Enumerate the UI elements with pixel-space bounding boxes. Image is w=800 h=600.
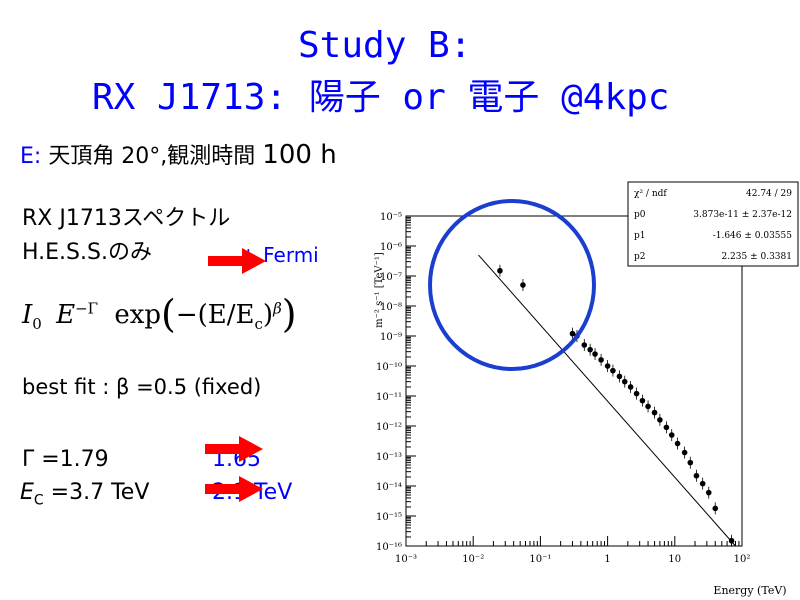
- data-point: [627, 384, 634, 390]
- data-point: [693, 472, 700, 479]
- data-point: [592, 351, 598, 357]
- arrow-icon: [205, 476, 263, 502]
- arrow-icon: [208, 248, 266, 274]
- x-tick-label: 10: [668, 554, 681, 565]
- y-tick-label: 10⁻¹¹: [376, 392, 402, 403]
- y-tick-label: 10⁻¹⁵: [376, 512, 402, 523]
- x-tick-label: 10²: [734, 554, 751, 565]
- y-tick-label: 10⁻¹³: [376, 452, 402, 463]
- data-point: [639, 397, 646, 404]
- y-tick-label: 10⁻⁶: [380, 242, 402, 253]
- data-point: [598, 357, 604, 363]
- y-tick-label: 10⁻⁹: [380, 332, 402, 343]
- stats-key: p1: [634, 231, 646, 241]
- data-point: [610, 367, 616, 374]
- y-tick-label: 10⁻¹⁰: [376, 362, 402, 373]
- data-point: [520, 282, 526, 288]
- data-point: [497, 267, 503, 274]
- data-point: [621, 378, 628, 385]
- stats-box: χ² / ndf 42.74 / 29 p0 3.873e-11 ± 2.37e-12…: [627, 181, 799, 267]
- ec-before: EC =3.7 TeV: [20, 480, 150, 509]
- arrow-icon: [205, 436, 263, 462]
- data-point: [681, 449, 688, 456]
- plot-frame: [405, 215, 743, 547]
- best-fit-label: best fit : β =0.5 (fixed): [22, 375, 262, 399]
- stats-value: 3.873e-11 ± 2.37e-12: [693, 210, 792, 220]
- gamma-before: Γ =1.79: [22, 447, 109, 472]
- data-point: [699, 480, 706, 487]
- stats-value: 2.235 ± 0.3381: [721, 252, 792, 262]
- x-tick-label: 10⁻³: [395, 554, 417, 565]
- hess-only-label: H.E.S.S.のみ: [22, 240, 152, 265]
- y-tick-label: 10⁻⁵: [380, 212, 402, 223]
- condition-label: E:: [20, 144, 42, 169]
- condition-line: E: 天頂角 20°,観測時間 100 h: [20, 142, 337, 170]
- data-point: [668, 432, 675, 438]
- y-tick-label: 10⁻⁷: [380, 272, 402, 283]
- data-point: [687, 459, 694, 466]
- data-point: [705, 489, 712, 496]
- condition-text: 天頂角 20°,観測時間: [48, 144, 256, 169]
- highlight-circle: [428, 199, 596, 371]
- stats-key: χ² / ndf: [634, 189, 667, 199]
- x-tick-label: 10⁻¹: [529, 554, 551, 565]
- stats-key: p2: [634, 252, 646, 262]
- y-tick-label: 10⁻¹⁶: [376, 542, 402, 553]
- y-tick-label: 10⁻¹²: [376, 422, 402, 433]
- spectrum-label: RX J1713スペクトル: [22, 206, 231, 231]
- data-point: [581, 342, 588, 348]
- condition-hours: 100 h: [262, 140, 337, 170]
- stats-box-frame: [627, 181, 799, 267]
- fit-line: [478, 254, 736, 547]
- data-point: [633, 390, 640, 397]
- data-point: [712, 505, 719, 512]
- data-point: [674, 440, 681, 447]
- spectrum-chart: 10⁻³ 10⁻² 10⁻¹ 1 10 10² 10⁻⁵ 10⁻⁶ 10⁻⁷ 10⁻⁸ 10⁻⁹ 10…: [374, 181, 799, 597]
- data-point: [604, 363, 611, 369]
- stats-value: -1.646 ± 0.03555: [713, 231, 793, 241]
- x-axis-label: Energy (TeV): [713, 584, 786, 597]
- data-point: [569, 330, 576, 337]
- stats-key: p0: [634, 210, 646, 220]
- y-tick-label: 10⁻¹⁴: [376, 482, 402, 493]
- data-point: [657, 417, 663, 423]
- data-point: [651, 409, 658, 416]
- data-point: [645, 403, 651, 410]
- fit-formula: I0 E−Γ exp(−(E/Ec)β): [22, 292, 297, 336]
- y-axis-label: m⁻² s⁻¹ [TeV⁻¹]: [374, 252, 385, 328]
- y-tick-label: 10⁻⁸: [380, 302, 402, 313]
- data-point: [663, 424, 670, 431]
- data-point: [616, 373, 623, 380]
- data-point: [728, 537, 735, 544]
- x-tick-label: 10⁻²: [462, 554, 484, 565]
- stats-value: 42.74 / 29: [746, 189, 792, 199]
- x-tick-label: 1: [604, 554, 610, 565]
- data-point: [587, 346, 593, 353]
